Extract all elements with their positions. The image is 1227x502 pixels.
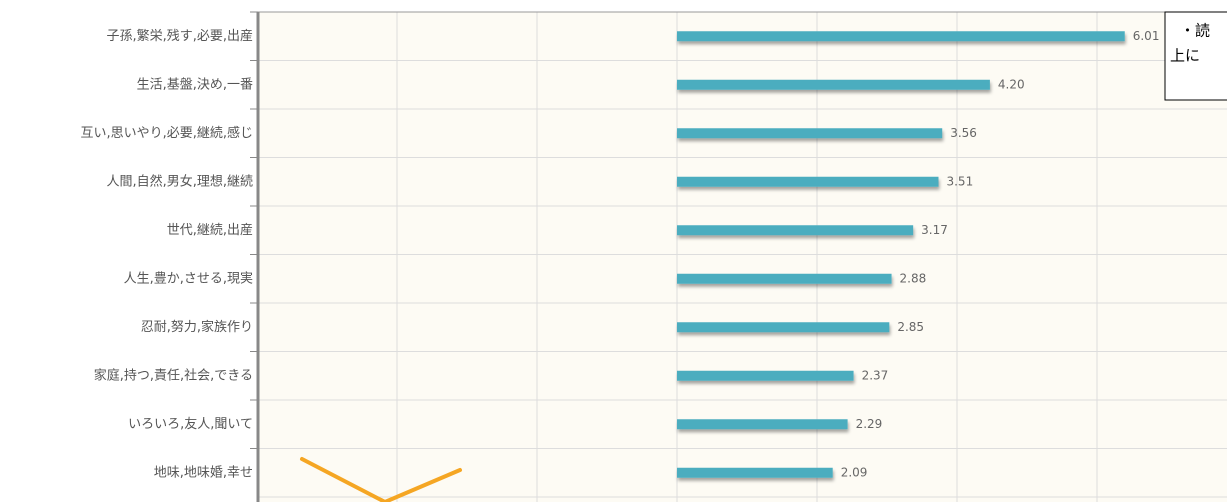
grid — [258, 12, 1227, 502]
bar — [677, 322, 890, 333]
y-tick-label: 世代,継続,出産 — [167, 222, 253, 238]
y-tick-label: 人生,豊か,させる,現実 — [124, 270, 253, 286]
bar — [677, 370, 854, 381]
labels: 子孫,繁栄,残す,必要,出産生活,基盤,決め,一番互い,思いやり,必要,継続,感… — [80, 28, 253, 481]
y-tick-label: 生活,基盤,決め,一番 — [137, 77, 253, 92]
value-label: 2.85 — [897, 320, 924, 334]
y-tick-label: 人間,自然,男女,理想,継続 — [106, 173, 253, 189]
arrow — [300, 457, 462, 502]
value-label: 2.88 — [900, 271, 927, 285]
bar — [677, 79, 990, 90]
annotation: 上に — [1170, 47, 1200, 65]
value-label: 4.20 — [998, 77, 1025, 91]
y-tick-label: 地味,地味婚,幸せ — [154, 465, 253, 480]
bar — [677, 467, 833, 478]
bar — [677, 176, 939, 187]
bar — [677, 273, 892, 284]
y-tick-label: 忍耐,努力,家族作り — [141, 319, 253, 335]
bar — [677, 419, 848, 430]
annotation: ・読 — [1180, 22, 1210, 40]
bar — [677, 31, 1125, 42]
y-tick-label: 家庭,持つ,責任,社会,できる — [94, 367, 253, 383]
y-tick-label: いろいろ,友人,聞いて — [128, 416, 253, 432]
annotation-box: ・読 上に — [1164, 11, 1227, 101]
value-label: 2.09 — [841, 465, 868, 479]
value-label: 3.17 — [921, 223, 948, 237]
y-tick-label: 子孫,繁栄,残す,必要,出産 — [106, 28, 253, 44]
bar — [677, 128, 943, 139]
value-label: 2.37 — [862, 368, 889, 382]
value-label: 3.56 — [950, 126, 977, 140]
value-label: 2.29 — [856, 417, 883, 431]
y-tick-label: 互い,思いやり,必要,継続,感じ — [80, 125, 253, 141]
bar — [677, 225, 914, 236]
value-label: 3.51 — [946, 174, 973, 188]
value-label: 6.01 — [1133, 29, 1160, 43]
